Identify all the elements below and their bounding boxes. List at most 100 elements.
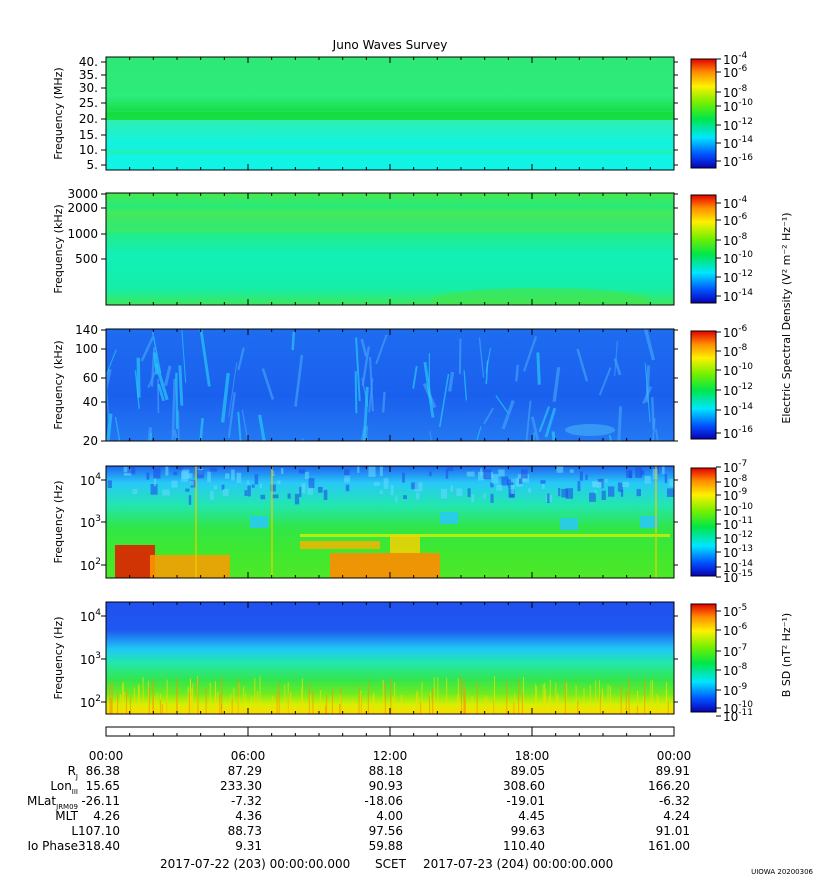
colorbar-tick-label: 10-7 [723,459,747,475]
colorbar-tick-label: 10-7 [723,643,747,659]
ephemeris-value: 86.38 [86,764,120,778]
ephemeris-value: -19.01 [506,794,545,808]
colorbar-label: Electric Spectral Density (V² m⁻² Hz⁻¹) [780,212,793,423]
ephemeris-value: 89.91 [656,764,690,778]
y-tick-label: 104 [80,472,101,488]
time-tick-label: 00:00 [89,749,124,763]
ephemeris-value: 166.20 [648,779,690,793]
ephemeris-value: 4.26 [93,809,120,823]
spectrogram-panel-1: 40.35.30.25. 20. 15.10.5. Frequency (MHz) 10… [52,51,753,172]
ephemeris-value: 59.88 [369,839,403,853]
colorbar [691,195,716,303]
colorbar-tick-label: 10-12 [723,382,753,398]
y-tick-label: 40. [79,55,98,69]
colorbar [691,331,716,439]
y-axis-label: Frequency (MHz) [52,67,65,159]
y-tick-label: 40 [83,395,98,409]
y-tick-label: 35. [79,68,98,82]
ephemeris-value: 308.60 [503,779,545,793]
y-axis-label: Frequency (Hz) [52,481,65,564]
ephemeris-value: -7.32 [231,794,262,808]
colorbar-tick-label: 10-16 [723,153,753,169]
figure-title: Juno Waves Survey [332,38,448,52]
ephemeris-value: 89.05 [511,764,545,778]
colorbar-label: B SD (nT² Hz⁻¹) [780,613,793,697]
y-axis-label: Frequency (Hz) [52,617,65,700]
ephemeris-value: 161.00 [648,839,690,853]
y-tick-label: 103 [80,514,101,530]
colorbar-tick-label: 10-10 [723,362,753,378]
colorbar-tick-label: 10-6 [723,324,748,340]
ephemeris-value: 4.36 [235,809,262,823]
y-axis-label: Frequency (kHz) [52,204,65,293]
ephemeris-value: 91.01 [656,824,690,838]
y-tick-label: 3000 [67,187,98,201]
spectrogram-panel-5: 104 103 102 Frequency (Hz) 10-5 10-6 10-7 10-8 1… [52,602,793,724]
spectrogram-heatmap [106,193,674,305]
y-tick-label: 5. [87,158,98,172]
colorbar [691,59,716,168]
colorbar-tick-label: 10-9 [723,487,748,503]
colorbar-tick-label: 10-5 [723,603,747,619]
colorbar-tick-label: 10-10 [723,250,753,266]
ephemeris-value: 87.29 [228,764,262,778]
y-tick-label: 20. [79,112,98,126]
ephemeris-value: 4.45 [518,809,545,823]
time-tick-label: 06:00 [231,749,266,763]
ephemeris-value: 233.30 [220,779,262,793]
y-tick-label: 102 [80,694,101,710]
y-tick-label: 2000 [67,201,98,215]
ephemeris-value: 107.10 [78,824,120,838]
colorbar-tick-label: 10-8 [723,343,748,359]
colorbar-tick-label: 10-15 [723,569,753,585]
ephemeris-value: 99.63 [511,824,545,838]
ephemeris-value: 97.56 [369,824,403,838]
time-tick-label: 12:00 [373,749,408,763]
scet-label: SCET [375,857,407,871]
y-tick-label: 15. [79,128,98,142]
colorbar-tick-label: 10-11 [723,708,753,724]
y-tick-label: 103 [80,651,101,667]
y-tick-label: 102 [80,557,101,573]
ephemeris-value: 88.73 [228,824,262,838]
y-tick-label: 10. [79,143,98,157]
footer-stamp: UIOWA 20200306 [751,868,813,876]
ephemeris-value: 9.31 [235,839,262,853]
ephemeris-value: 90.93 [369,779,403,793]
ephemeris-value: 4.00 [376,809,403,823]
colorbar-tick-label: 10-12 [723,117,753,133]
ephemeris-value: -6.32 [659,794,690,808]
scet-start-label: 2017-07-22 (203) 00:00:00.000 [160,857,350,871]
colorbar-tick-label: 10-6 [723,64,748,80]
ephemeris-value: 4.24 [663,809,690,823]
colorbar-tick-label: 10-10 [723,98,753,114]
colorbar-tick-label: 10-8 [723,232,748,248]
y-tick-label: 30. [79,81,98,95]
ephemeris-label: Io Phase [27,839,78,853]
ephemeris-value: -18.06 [364,794,403,808]
colorbar [691,468,716,576]
y-tick-label: 25. [79,96,98,110]
colorbar-tick-label: 10-8 [723,662,748,678]
colorbar [691,604,716,712]
y-tick-label: 20 [83,434,98,448]
ephemeris-label: MLT [55,809,78,823]
scet-end-label: 2017-07-23 (204) 00:00:00.000 [423,857,613,871]
y-tick-label: 104 [80,608,101,624]
y-axis-label: Frequency (kHz) [52,340,65,429]
colorbar-tick-label: 10-14 [723,135,753,151]
colorbar-tick-label: 10-9 [723,682,748,698]
colorbar-tick-label: 10-6 [723,622,748,638]
y-tick-label: 60 [83,371,98,385]
y-tick-label: 500 [75,252,98,266]
ephemeris-value: 110.40 [503,839,545,853]
y-tick-label: 1000 [67,227,98,241]
y-tick-label: 100 [75,342,98,356]
colorbar-tick-label: 10-12 [723,269,753,285]
colorbar-tick-label: 10-13 [723,544,753,560]
ephemeris-value: 88.18 [369,764,403,778]
